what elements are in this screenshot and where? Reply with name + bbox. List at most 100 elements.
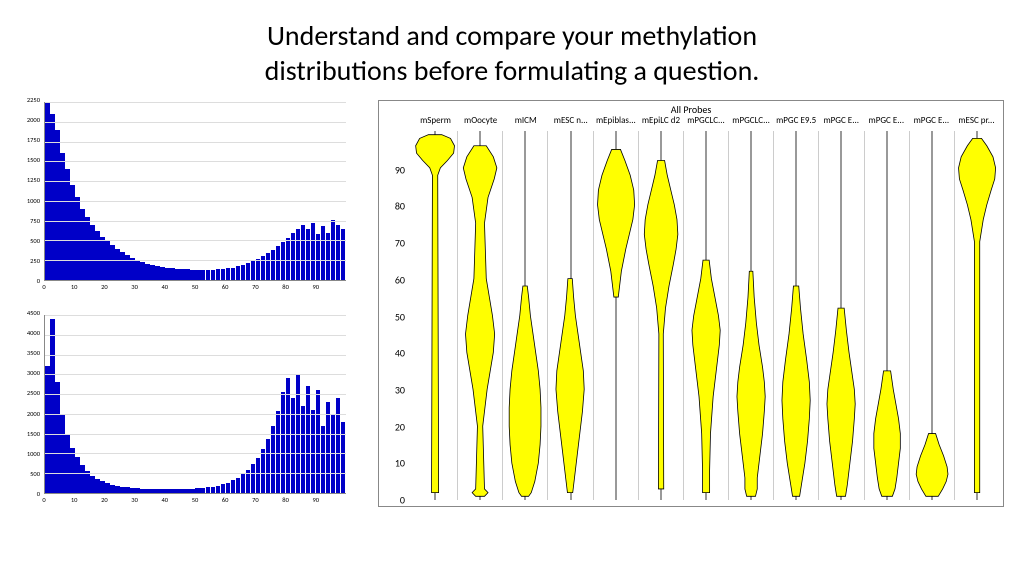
- hist-bar: [80, 465, 85, 493]
- violin-column: [865, 131, 910, 500]
- violin-ytick: 80: [395, 200, 405, 213]
- hist-bar: [145, 264, 150, 280]
- violin-category-label: mOocyte: [458, 115, 503, 129]
- hist-bar: [336, 398, 341, 493]
- violin-category-label: mPGCLC...: [683, 115, 728, 129]
- hist-bar: [306, 386, 311, 493]
- violin-category-label: mPGC E...: [819, 115, 864, 129]
- hist-bar: [261, 449, 266, 493]
- hist-ytick: 2250: [27, 96, 40, 104]
- violin-category-label: mEpiblas...: [593, 115, 638, 129]
- hist-bar: [286, 238, 291, 280]
- hist-bar: [211, 270, 216, 280]
- hist-bar: [80, 209, 85, 280]
- hist-bar: [231, 268, 236, 280]
- hist-ytick: 4500: [27, 309, 40, 317]
- violin-chart: All Probes mSpermmOocytemICMmESC n...mEp…: [378, 100, 1004, 507]
- hist-bar: [150, 489, 155, 493]
- hist-bar: [331, 220, 336, 280]
- hist-bar: [95, 231, 100, 280]
- hist-bar: [206, 487, 211, 493]
- hist-bar: [221, 269, 226, 280]
- hist-ytick: 2000: [27, 116, 40, 124]
- hist-xtick: 80: [282, 283, 289, 291]
- hist-bar: [336, 225, 341, 280]
- hist-bar: [165, 489, 170, 493]
- hist-bar: [165, 268, 170, 280]
- violin-shape: [556, 279, 584, 493]
- hist-ytick: 3000: [27, 369, 40, 377]
- hist-bar: [321, 426, 326, 493]
- violin-shape: [597, 149, 634, 297]
- hist-bar: [175, 269, 180, 280]
- hist-xtick: 40: [162, 283, 169, 291]
- hist-ytick: 250: [30, 257, 40, 265]
- violin-column: [684, 131, 729, 500]
- hist-bar: [120, 487, 125, 493]
- hist-bar: [105, 483, 110, 493]
- violin-column: [729, 131, 774, 500]
- violin-column: [639, 131, 684, 500]
- violin-shape: [509, 286, 541, 496]
- hist-bar: [140, 489, 145, 493]
- violin-shape: [644, 161, 678, 489]
- hist-xtick: 0: [42, 283, 45, 291]
- hist-ytick: 750: [30, 217, 40, 225]
- hist-bar: [170, 489, 175, 493]
- hist-bar: [115, 249, 120, 280]
- violin-column: [774, 131, 819, 500]
- hist-xtick: 60: [222, 283, 229, 291]
- hist-xtick: 90: [313, 283, 320, 291]
- hist-bar: [266, 439, 271, 493]
- hist-ytick: 2500: [27, 389, 40, 397]
- hist-ytick: 1500: [27, 156, 40, 164]
- hist-xtick: 20: [101, 283, 108, 291]
- hist-bar: [125, 255, 130, 280]
- hist-bar: [50, 319, 55, 493]
- hist-bar: [216, 486, 221, 493]
- violin-category-label: mPGC E9.5: [774, 115, 819, 129]
- hist-xtick: 30: [131, 496, 138, 504]
- title-line-2: distributions before formulating a quest…: [265, 53, 760, 88]
- violin-column: [503, 131, 548, 500]
- hist-bar: [70, 185, 75, 280]
- hist-bar: [231, 480, 236, 493]
- hist-ytick: 1000: [27, 197, 40, 205]
- hist-bar: [85, 217, 90, 280]
- violin-column: [910, 131, 955, 500]
- hist-bar: [301, 225, 306, 280]
- violin-shape: [916, 434, 948, 497]
- hist-bar: [135, 488, 140, 493]
- hist-bar: [226, 268, 231, 280]
- hist-bar: [286, 378, 291, 493]
- hist-bar: [291, 398, 296, 493]
- hist-bar: [311, 410, 316, 493]
- histogram-bottom: 050010001500200025003000350040004500 010…: [20, 313, 350, 508]
- hist-ytick: 4000: [27, 329, 40, 337]
- hist-bar: [251, 261, 256, 280]
- title-line-1: Understand and compare your methylation: [267, 18, 757, 53]
- hist-bar: [216, 269, 221, 280]
- page-title: Understand and compare your methylation …: [0, 0, 1024, 88]
- hist-bar: [241, 265, 246, 280]
- hist-bar: [341, 229, 346, 280]
- hist-bar: [145, 489, 150, 493]
- hist-bar: [115, 486, 120, 493]
- hist-xtick: 20: [101, 496, 108, 504]
- hist-bar: [200, 488, 205, 493]
- hist-bar: [190, 489, 195, 493]
- hist-bar: [256, 259, 261, 280]
- hist-bar: [180, 489, 185, 493]
- hist-bar: [180, 269, 185, 280]
- hist-bar: [160, 267, 165, 280]
- hist-xtick: 90: [313, 496, 320, 504]
- violin-shape: [737, 271, 765, 496]
- hist-bar: [195, 488, 200, 493]
- violin-category-label: mESC n...: [548, 115, 593, 129]
- hist-xtick: 70: [252, 496, 259, 504]
- violin-category-label: mSperm: [413, 115, 458, 129]
- hist-ytick: 500: [30, 237, 40, 245]
- hist-xtick: 10: [71, 283, 78, 291]
- hist-bar: [241, 474, 246, 493]
- hist-bar: [110, 485, 115, 494]
